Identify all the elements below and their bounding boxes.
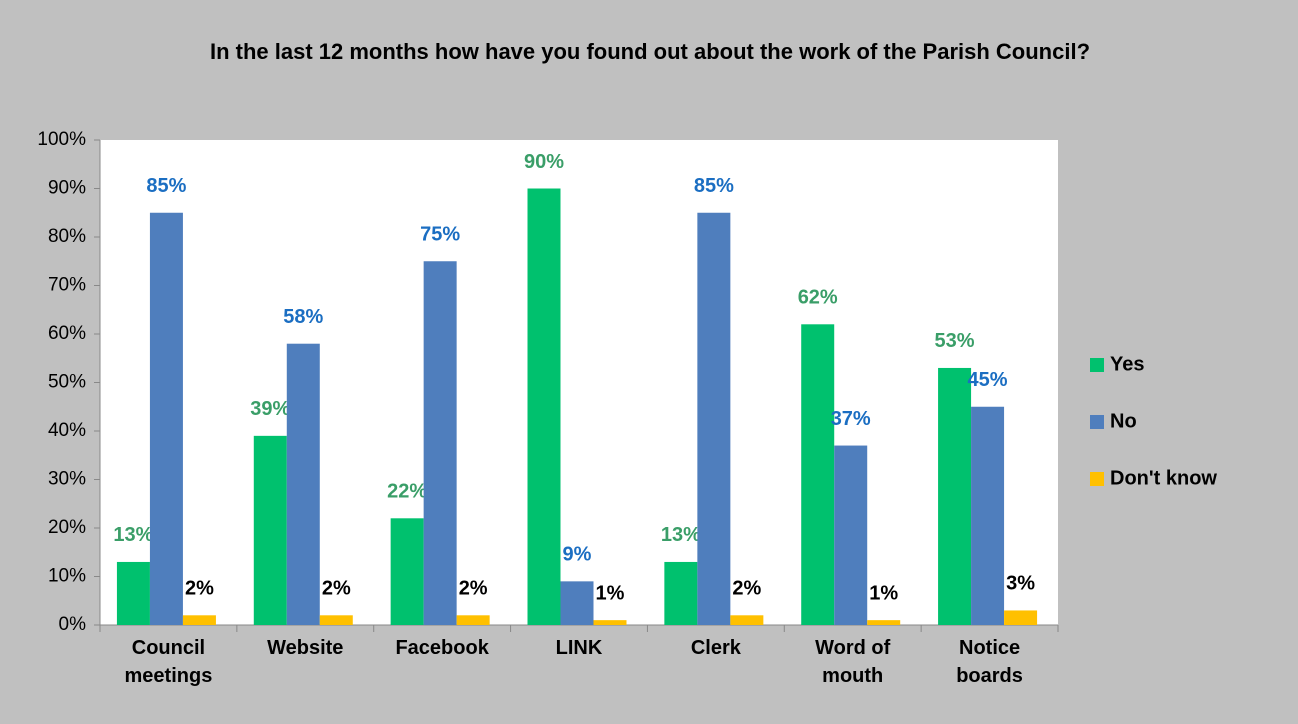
legend-label: Don't know [1110, 467, 1217, 489]
bar [423, 261, 457, 625]
bar [697, 212, 731, 625]
bar [456, 615, 490, 625]
data-label: 58% [283, 306, 323, 328]
y-tick-label: 40% [48, 420, 86, 441]
bar [1004, 610, 1038, 625]
bar [182, 615, 216, 625]
data-label: 90% [524, 151, 564, 173]
y-tick-label: 70% [48, 275, 86, 296]
data-label: 37% [831, 408, 871, 430]
legend-swatch [1090, 358, 1104, 372]
bar [253, 435, 287, 625]
data-label: 2% [322, 578, 351, 600]
bar [971, 406, 1005, 625]
bar [801, 324, 835, 625]
bar [149, 212, 183, 625]
y-tick-label: 30% [48, 469, 86, 490]
bar [390, 518, 424, 625]
y-tick-label: 50% [48, 372, 86, 393]
y-tick-label: 100% [37, 129, 86, 150]
data-label: 2% [732, 578, 761, 600]
bar [560, 581, 594, 625]
data-label: 9% [563, 544, 592, 566]
data-label: 45% [968, 369, 1008, 391]
bar [116, 561, 150, 625]
bar [527, 188, 561, 625]
chart-title: In the last 12 months how have you found… [209, 39, 1091, 64]
bar [730, 615, 764, 625]
bar [664, 561, 698, 625]
legend-label: No [1110, 410, 1137, 432]
legend-swatch [1090, 415, 1104, 429]
bar [593, 620, 627, 625]
y-tick-label: 0% [59, 614, 87, 635]
x-tick-label: Word of mouth [815, 637, 891, 687]
legend-label: Yes [1110, 353, 1144, 375]
data-label: 53% [935, 330, 975, 352]
data-label: 1% [869, 582, 898, 604]
data-label: 1% [596, 582, 625, 604]
x-tick-label: Clerk [690, 637, 741, 659]
data-label: 85% [694, 175, 734, 197]
data-label: 2% [459, 578, 488, 600]
x-tick-label: LINK [555, 637, 603, 659]
y-tick-label: 20% [48, 517, 86, 538]
data-label: 85% [146, 175, 186, 197]
bar [834, 445, 868, 625]
data-label: 75% [420, 224, 460, 246]
data-label: 22% [387, 481, 427, 503]
y-tick-label: 90% [48, 178, 86, 199]
bar [319, 615, 353, 625]
y-tick-label: 10% [48, 566, 86, 587]
data-label: 3% [1006, 573, 1035, 595]
x-tick-label: Website [267, 637, 344, 659]
legend-swatch [1090, 472, 1104, 486]
data-label: 39% [250, 398, 290, 420]
bar [938, 367, 972, 625]
data-label: 62% [798, 287, 838, 309]
y-tick-label: 80% [48, 226, 86, 247]
y-tick-label: 60% [48, 323, 86, 344]
bar [286, 343, 320, 625]
data-label: 13% [113, 524, 153, 546]
x-tick-label: Notice boards [956, 637, 1023, 687]
x-tick-label: Council meetings [124, 637, 213, 687]
data-label: 2% [185, 578, 214, 600]
x-tick-label: Facebook [395, 637, 489, 659]
bar [867, 620, 901, 625]
data-label: 13% [661, 524, 701, 546]
